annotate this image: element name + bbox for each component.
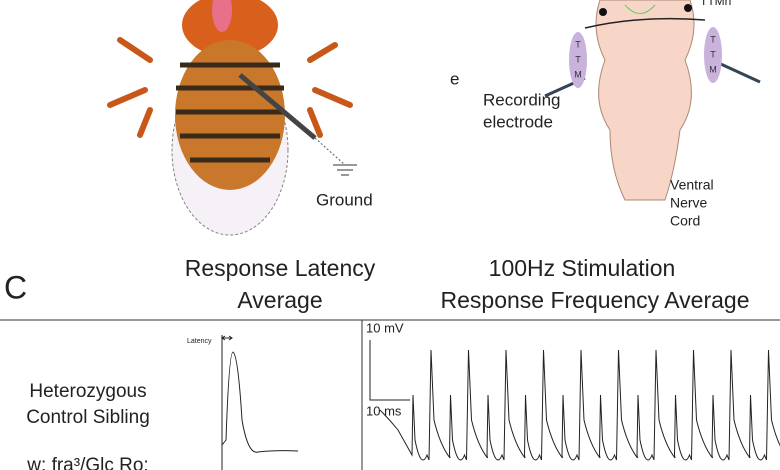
scale-ms: 10 ms [366, 403, 402, 418]
ttm-letter: T [575, 39, 581, 49]
scale-bar [369, 340, 410, 401]
row-label: Heterozygous [29, 381, 146, 402]
frequency-title: Response Frequency Average [441, 287, 750, 313]
row-label: Control Sibling [26, 407, 150, 428]
latency-title: Average [237, 287, 322, 313]
ttm-letter: M [709, 64, 717, 74]
ttm-letter: T [710, 49, 716, 59]
nerve-cord-label: Cord [670, 213, 700, 229]
cut-label: TTMn [700, 0, 731, 8]
frequency-trace [379, 349, 780, 461]
ttm-letter: M [574, 69, 582, 79]
nerve-cord-label: Ventral [670, 177, 714, 193]
latency-trace [221, 351, 299, 453]
fly-illustration [107, 0, 357, 236]
ttm-letter: T [575, 54, 581, 64]
panel-c-label: C [4, 269, 27, 305]
latency-title: Response Latency [185, 255, 376, 281]
latency-marker: Latency [187, 338, 212, 345]
latency-arrow [221, 335, 233, 341]
panel-e-label: e [450, 69, 459, 88]
nerve-cord-label: Nerve [670, 195, 708, 211]
ttm-letter: T [710, 34, 716, 44]
nerve-cord-illustration [544, 0, 761, 201]
ground-label: Ground [316, 190, 373, 209]
recording-label: electrode [483, 112, 553, 131]
recording-label: Recording [483, 90, 561, 109]
scale-mv: 10 mV [366, 320, 404, 335]
frequency-title: 100Hz Stimulation [489, 255, 676, 281]
row-label: w; fra³/Glc Ro; [26, 455, 148, 470]
